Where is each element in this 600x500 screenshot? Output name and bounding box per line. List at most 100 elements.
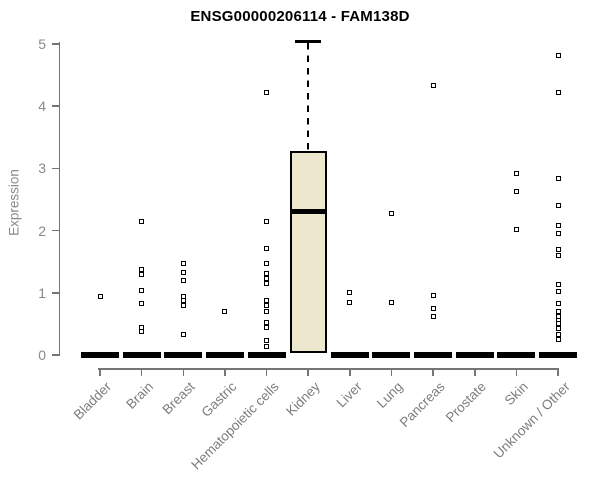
x-tick: [557, 368, 559, 376]
outlier-point: [555, 176, 561, 182]
outlier-point: [555, 223, 561, 229]
x-tick-label: Pancreas: [396, 379, 448, 430]
outlier-point: [555, 202, 561, 208]
outlier-point: [555, 321, 561, 327]
x-tick-label: Kidney: [283, 379, 323, 419]
y-tick-label: 5: [38, 36, 46, 52]
outlier-point: [180, 298, 186, 304]
y-tick: [51, 229, 59, 232]
outlier-point: [430, 313, 436, 319]
zero-median-bar: [81, 352, 119, 358]
y-tick: [51, 292, 59, 294]
zero-median-bar: [205, 352, 244, 358]
outlier-point: [555, 246, 561, 252]
outlier-point: [180, 331, 186, 337]
outlier-point: [139, 287, 145, 293]
outlier-point: [264, 324, 270, 330]
outlier-point: [555, 336, 561, 342]
outlier-point: [264, 297, 270, 303]
x-tick-label: Unknown / Other: [490, 379, 573, 462]
y-tick: [51, 167, 59, 170]
outlier-point: [513, 227, 519, 233]
outlier-point: [264, 219, 270, 225]
outlier-point: [264, 308, 270, 314]
outlier-point: [513, 188, 519, 194]
x-tick-label: Breast: [159, 379, 198, 418]
zero-median-bar: [372, 352, 411, 358]
zero-median-bar: [247, 352, 286, 358]
x-tick: [474, 368, 476, 376]
outlier-point: [555, 252, 561, 258]
outlier-point: [555, 300, 561, 306]
outlier-point: [264, 302, 270, 308]
outlier-point: [555, 231, 561, 237]
x-tick: [515, 368, 518, 376]
outlier-point: [555, 90, 561, 96]
zero-median-bar: [455, 352, 494, 358]
x-tick-label: Liver: [333, 379, 365, 411]
box-median-line: [291, 209, 325, 215]
outlier-point: [264, 271, 270, 277]
x-tick: [432, 368, 434, 376]
x-tick-label: Prostate: [443, 379, 490, 426]
x-tick-label: Brain: [123, 379, 157, 412]
outlier-point: [347, 289, 353, 295]
zero-median-bar: [539, 352, 578, 358]
outlier-point: [264, 280, 270, 286]
zero-median-bar: [164, 352, 203, 358]
outlier-point: [388, 211, 394, 217]
outlier-point: [264, 90, 270, 96]
outlier-point: [139, 219, 145, 225]
y-tick-label: 0: [38, 347, 46, 363]
outlier-point: [430, 305, 436, 311]
outlier-point: [180, 261, 186, 267]
x-tick: [182, 368, 185, 376]
outlier-point: [513, 170, 519, 176]
x-tick-label: Skin: [501, 379, 532, 409]
y-tick-label: 4: [38, 98, 46, 115]
zero-median-bar: [414, 352, 453, 358]
outlier-point: [264, 245, 270, 251]
x-axis-line: [98, 368, 559, 370]
x-tick-label: Bladder: [71, 379, 115, 423]
outlier-point: [139, 328, 145, 334]
x-tick: [349, 368, 351, 376]
x-tick: [265, 368, 268, 376]
y-tick-label: 1: [38, 284, 46, 301]
outlier-point: [430, 293, 436, 299]
outlier-point: [555, 331, 561, 337]
outlier-point: [555, 282, 561, 288]
outlier-point: [139, 301, 145, 307]
outlier-point: [347, 299, 353, 305]
zero-median-bar: [122, 352, 161, 358]
whisker-cap: [295, 40, 322, 43]
zero-median-bar: [330, 352, 369, 358]
y-axis-line: [58, 42, 60, 356]
outlier-point: [264, 275, 270, 281]
outlier-point: [555, 289, 561, 295]
x-tick: [224, 368, 226, 376]
x-tick: [140, 368, 143, 376]
y-tick-label: 3: [38, 160, 46, 177]
x-tick-label: Lung: [374, 379, 407, 411]
outlier-point: [139, 266, 145, 272]
y-tick: [51, 105, 59, 107]
y-tick-label: 2: [38, 222, 46, 239]
outlier-point: [97, 294, 103, 300]
y-tick: [51, 43, 59, 45]
outlier-point: [555, 53, 561, 59]
outlier-point: [555, 308, 561, 314]
chart-title: ENSG00000206114 - FAM138D: [190, 8, 410, 25]
box: [289, 150, 327, 354]
outlier-point: [180, 270, 186, 276]
y-tick: [51, 354, 59, 356]
x-tick: [390, 368, 393, 376]
zero-median-bar: [497, 352, 536, 358]
outlier-point: [139, 271, 145, 277]
outlier-point: [430, 82, 436, 88]
outlier-point: [264, 261, 270, 267]
outlier-point: [180, 303, 186, 309]
outlier-point: [388, 299, 394, 305]
outlier-point: [264, 343, 270, 349]
